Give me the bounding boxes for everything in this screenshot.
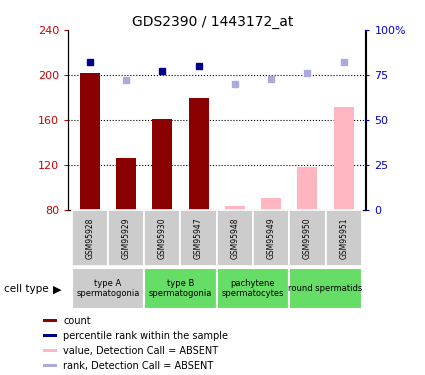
Text: GSM95951: GSM95951 xyxy=(339,217,348,259)
Text: GSM95947: GSM95947 xyxy=(194,217,203,259)
Text: GSM95929: GSM95929 xyxy=(122,217,130,259)
Bar xyxy=(189,98,209,210)
Bar xyxy=(42,319,57,322)
Bar xyxy=(334,106,354,210)
Bar xyxy=(253,210,289,266)
Bar xyxy=(72,268,144,309)
Bar xyxy=(144,268,217,309)
Text: count: count xyxy=(63,316,91,326)
Text: rank, Detection Call = ABSENT: rank, Detection Call = ABSENT xyxy=(63,361,213,370)
Bar xyxy=(289,210,326,266)
Text: type A
spermatogonia: type A spermatogonia xyxy=(76,279,139,298)
Bar xyxy=(72,210,108,266)
Text: type B
spermatogonia: type B spermatogonia xyxy=(149,279,212,298)
Bar xyxy=(80,73,100,210)
Text: ▶: ▶ xyxy=(53,285,62,294)
Text: GSM95948: GSM95948 xyxy=(230,217,239,259)
Bar xyxy=(217,210,253,266)
Bar xyxy=(116,158,136,210)
Bar xyxy=(108,210,144,266)
Bar xyxy=(289,268,362,309)
Text: percentile rank within the sample: percentile rank within the sample xyxy=(63,331,228,340)
Bar xyxy=(181,210,217,266)
Bar xyxy=(225,206,245,210)
Bar xyxy=(217,268,289,309)
Bar xyxy=(261,198,281,210)
Bar xyxy=(152,119,172,210)
Bar xyxy=(326,210,362,266)
Bar xyxy=(144,210,181,266)
Bar xyxy=(298,167,317,210)
Text: GDS2390 / 1443172_at: GDS2390 / 1443172_at xyxy=(132,15,293,29)
Text: GSM95950: GSM95950 xyxy=(303,217,312,259)
Text: value, Detection Call = ABSENT: value, Detection Call = ABSENT xyxy=(63,346,218,355)
Bar xyxy=(42,334,57,337)
Bar xyxy=(42,349,57,352)
Text: GSM95949: GSM95949 xyxy=(266,217,276,259)
Bar xyxy=(42,364,57,367)
Text: pachytene
spermatocytes: pachytene spermatocytes xyxy=(222,279,284,298)
Text: round spermatids: round spermatids xyxy=(289,284,363,293)
Text: GSM95928: GSM95928 xyxy=(85,217,94,259)
Text: GSM95930: GSM95930 xyxy=(158,217,167,259)
Text: cell type: cell type xyxy=(4,285,49,294)
